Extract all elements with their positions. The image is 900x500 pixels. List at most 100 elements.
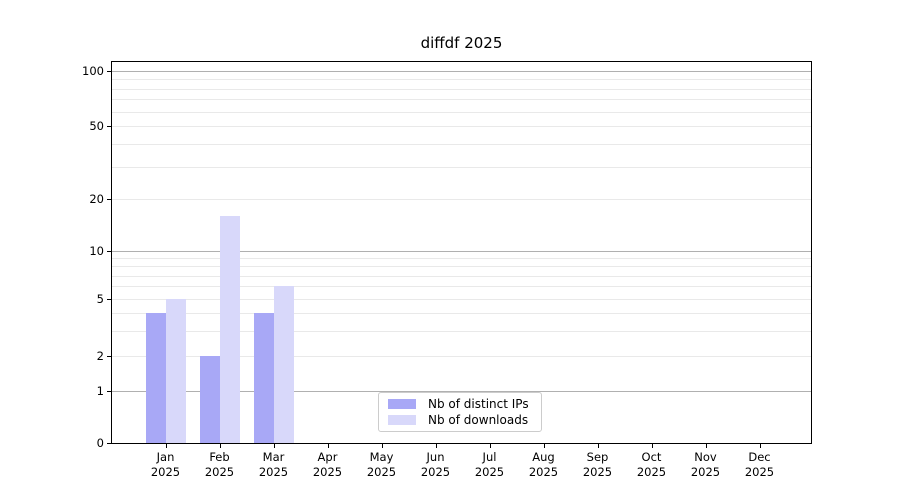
x-tick-label-year: 2025 — [366, 465, 397, 479]
x-tick-label-month: Sep — [586, 450, 609, 464]
x-tick-label: Aug 2025 — [516, 450, 572, 480]
x-tick-label-month: Aug — [532, 450, 555, 464]
x-tick-label-month: Jun — [426, 450, 445, 464]
y-tick-label: 1 — [96, 384, 104, 398]
x-tick-label: Nov 2025 — [678, 450, 734, 480]
x-tick — [435, 444, 437, 448]
y-minor-gridline — [112, 266, 811, 268]
x-tick-label: Jan 2025 — [138, 450, 194, 480]
y-minor-gridline — [112, 258, 811, 260]
legend-label: Nb of downloads — [428, 413, 529, 428]
x-tick-label: Feb 2025 — [192, 450, 248, 480]
y-tick — [107, 126, 111, 127]
legend: Nb of distinct IPs Nb of downloads — [378, 392, 542, 432]
y-tick — [107, 299, 111, 300]
y-minor-gridline — [112, 330, 811, 332]
y-minor-gridline — [112, 111, 811, 113]
y-major-gridline — [112, 71, 811, 72]
x-tick-label: Mar 2025 — [246, 450, 302, 480]
x-tick-label-month: Feb — [209, 450, 230, 464]
bar — [219, 215, 240, 443]
x-tick-label-year: 2025 — [582, 465, 613, 479]
y-minor-gridline — [112, 143, 811, 145]
x-tick — [597, 444, 599, 448]
legend-swatch — [388, 398, 416, 409]
plot-border-left — [111, 61, 112, 444]
legend-swatch — [388, 415, 416, 426]
x-tick-label-month: Dec — [748, 450, 771, 464]
x-tick-label-year: 2025 — [204, 465, 235, 479]
y-tick-label: 20 — [89, 192, 104, 206]
x-tick — [381, 444, 383, 448]
legend-item: Nb of distinct IPs — [379, 397, 541, 411]
x-tick-label: Sep 2025 — [570, 450, 626, 480]
y-minor-gridline — [112, 199, 811, 200]
x-tick-label-month: Mar — [262, 450, 285, 464]
y-major-gridline — [112, 251, 811, 252]
legend-item: Nb of downloads — [379, 413, 541, 427]
y-tick — [107, 356, 111, 357]
x-tick-label: Jul 2025 — [462, 450, 518, 480]
y-tick-label: 2 — [96, 349, 104, 363]
x-tick-label-year: 2025 — [258, 465, 289, 479]
y-major-gridline — [112, 391, 811, 392]
y-tick — [107, 71, 111, 72]
y-minor-gridline — [112, 312, 811, 314]
x-tick — [219, 444, 221, 448]
y-minor-gridline — [112, 286, 811, 288]
y-minor-gridline — [112, 99, 811, 101]
x-tick-label-month: May — [369, 450, 394, 464]
x-tick-label-year: 2025 — [150, 465, 181, 479]
x-tick-label-month: Jan — [156, 450, 175, 464]
x-tick — [165, 444, 167, 448]
y-tick — [107, 251, 111, 252]
y-tick-label: 5 — [96, 292, 104, 306]
y-minor-gridline — [112, 166, 811, 168]
bar — [199, 356, 220, 443]
chart-title: diffdf 2025 — [420, 34, 503, 52]
x-tick-label: Apr 2025 — [300, 450, 356, 480]
x-tick — [489, 444, 491, 448]
y-minor-gridline — [112, 275, 811, 277]
y-tick-label: 50 — [89, 119, 104, 133]
y-tick — [107, 199, 111, 200]
x-tick-label-year: 2025 — [420, 465, 451, 479]
x-tick-label-year: 2025 — [312, 465, 343, 479]
x-tick-label: Oct 2025 — [624, 450, 680, 480]
x-tick — [273, 444, 275, 448]
plot-border-right — [811, 61, 812, 444]
x-tick-label-month: Apr — [317, 450, 338, 464]
x-tick-label: Jun 2025 — [408, 450, 464, 480]
y-minor-gridline — [112, 79, 811, 81]
x-tick-label-year: 2025 — [474, 465, 505, 479]
y-minor-gridline — [112, 126, 811, 127]
plot-border-top — [111, 61, 812, 62]
x-tick-label-month: Nov — [694, 450, 717, 464]
x-tick — [759, 444, 761, 448]
bar — [165, 299, 186, 443]
legend-label: Nb of distinct IPs — [428, 396, 529, 411]
y-tick — [107, 391, 111, 392]
y-minor-gridline — [112, 356, 811, 357]
y-tick-label: 100 — [82, 64, 104, 78]
x-tick-label-year: 2025 — [528, 465, 559, 479]
x-tick-label-month: Oct — [641, 450, 662, 464]
x-tick-label-month: Jul — [482, 450, 497, 464]
bar — [145, 312, 166, 443]
bar — [253, 312, 274, 443]
x-tick-label-year: 2025 — [744, 465, 775, 479]
x-tick — [651, 444, 653, 448]
plot-border-bottom — [111, 443, 812, 444]
y-tick — [107, 443, 111, 444]
y-tick-label: 10 — [89, 244, 104, 258]
x-tick — [705, 444, 707, 448]
y-minor-gridline — [112, 88, 811, 90]
x-tick-label: Dec 2025 — [732, 450, 788, 480]
x-tick-label-year: 2025 — [636, 465, 667, 479]
x-tick-label-year: 2025 — [690, 465, 721, 479]
x-tick — [543, 444, 545, 448]
x-tick-label: May 2025 — [354, 450, 410, 480]
y-minor-gridline — [112, 299, 811, 300]
